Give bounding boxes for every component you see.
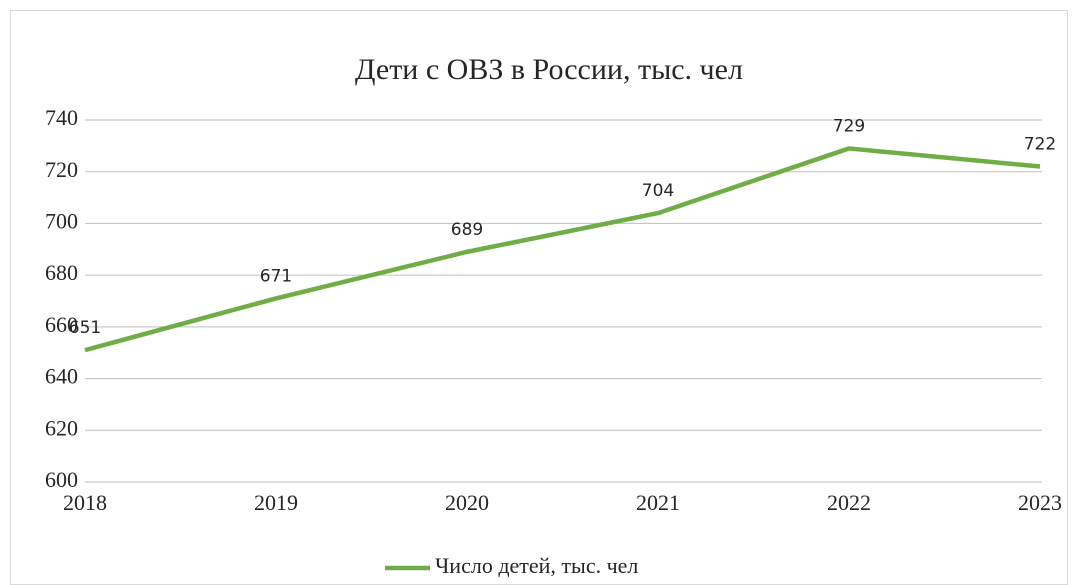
y-tick-label: 620 <box>45 415 78 440</box>
y-tick-label: 740 <box>45 105 78 130</box>
y-tick-label: 700 <box>45 208 78 233</box>
y-tick-label: 600 <box>45 467 78 492</box>
data-label: 671 <box>260 266 292 286</box>
chart-border <box>10 10 1068 585</box>
x-tick-label: 2021 <box>636 490 680 515</box>
x-tick-label: 2018 <box>63 490 107 515</box>
data-line <box>84 146 1041 353</box>
legend-label: Число детей, тыс. чел <box>435 553 638 578</box>
y-tick-label: 720 <box>45 157 78 182</box>
x-tick-label: 2020 <box>445 490 489 515</box>
y-tick-label: 660 <box>45 312 78 337</box>
x-tick-label: 2023 <box>1018 490 1062 515</box>
y-tick-label: 680 <box>45 260 78 285</box>
x-tick-label: 2019 <box>254 490 298 515</box>
data-label: 651 <box>69 318 101 338</box>
x-tick-label: 2022 <box>827 490 871 515</box>
data-label: 689 <box>451 220 483 240</box>
data-label: 722 <box>1024 135 1056 155</box>
data-label: 704 <box>642 181 674 201</box>
y-tick-label: 640 <box>45 364 78 389</box>
chart-title: Дети с ОВЗ в России, тыс. чел <box>355 53 743 86</box>
data-label: 729 <box>833 116 865 136</box>
